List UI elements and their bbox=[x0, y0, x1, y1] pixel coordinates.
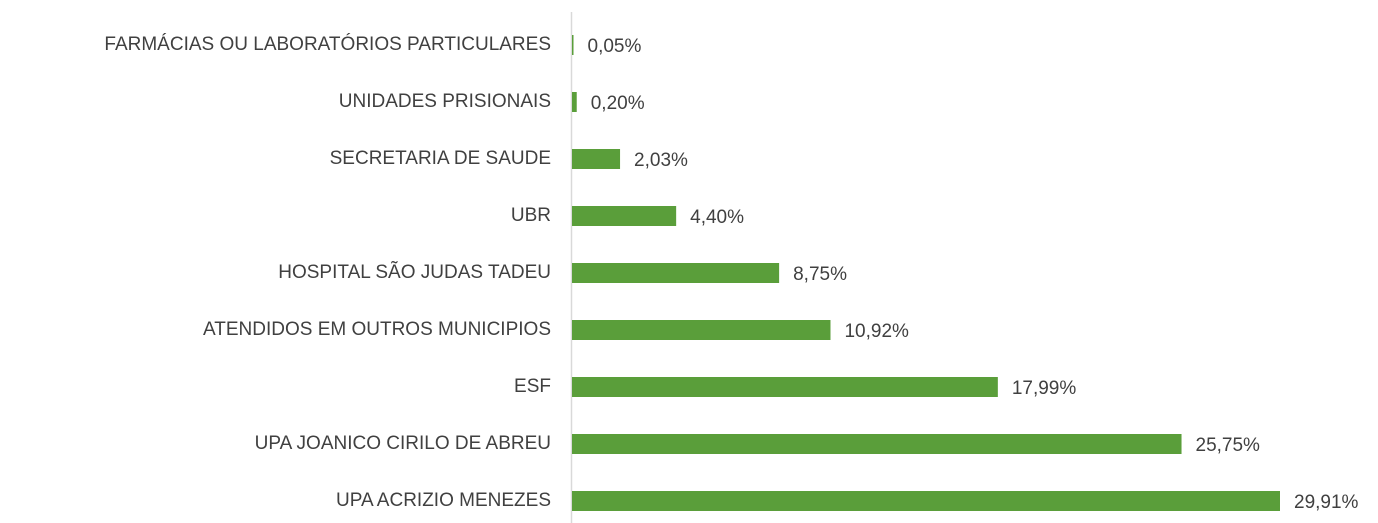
bar bbox=[572, 206, 677, 226]
bar bbox=[572, 434, 1182, 454]
value-label: 2,03% bbox=[634, 150, 688, 171]
category-label: FARMÁCIAS OU LABORATÓRIOS PARTICULARES bbox=[104, 33, 551, 55]
category-label: UPA ACRIZIO MENEZES bbox=[336, 490, 551, 511]
bar bbox=[572, 92, 577, 112]
bar bbox=[572, 149, 621, 169]
value-label: 29,91% bbox=[1294, 492, 1359, 513]
category-label: ESF bbox=[514, 376, 551, 397]
bar bbox=[572, 491, 1280, 511]
category-label: SECRETARIA DE SAUDE bbox=[330, 148, 551, 169]
value-label: 0,05% bbox=[588, 36, 642, 57]
value-label: 25,75% bbox=[1196, 435, 1261, 456]
category-label: UNIDADES PRISIONAIS bbox=[339, 91, 551, 112]
value-label: 17,99% bbox=[1012, 378, 1077, 399]
bar bbox=[572, 35, 574, 55]
bar bbox=[572, 377, 998, 397]
bar bbox=[572, 320, 831, 340]
category-label: UPA JOANICO CIRILO DE ABREU bbox=[255, 433, 551, 454]
category-label: ATENDIDOS EM OUTROS MUNICIPIOS bbox=[203, 319, 551, 340]
value-label: 10,92% bbox=[844, 321, 909, 342]
bar bbox=[572, 263, 780, 283]
value-label: 4,40% bbox=[690, 207, 744, 228]
category-label: UBR bbox=[511, 205, 551, 226]
value-label: 8,75% bbox=[793, 264, 847, 285]
value-label: 0,20% bbox=[591, 93, 645, 114]
category-label: HOSPITAL SÃO JUDAS TADEU bbox=[278, 261, 551, 283]
